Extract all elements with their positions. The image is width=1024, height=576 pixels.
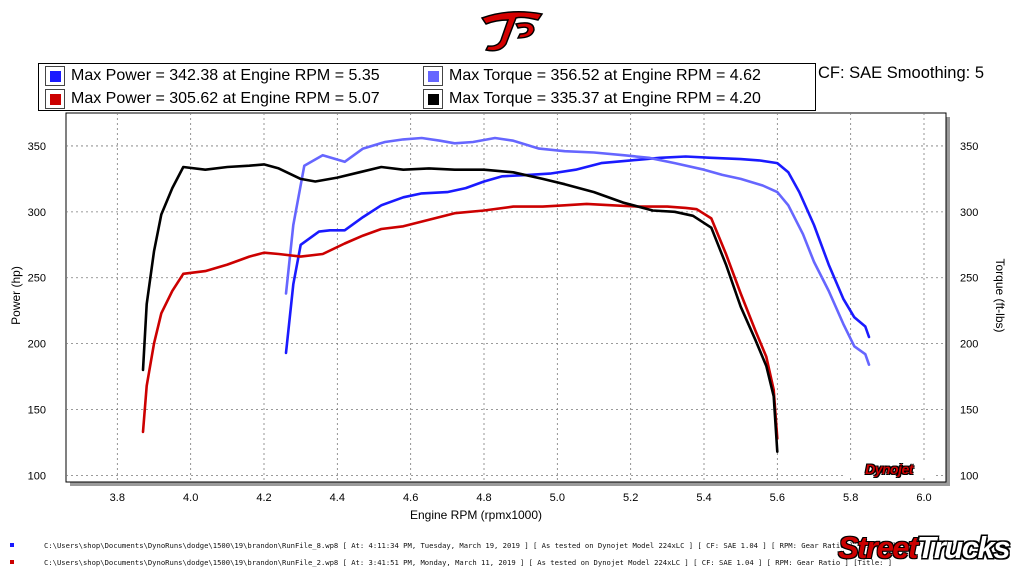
x-tick-label: 4.8 — [476, 492, 491, 504]
legend-swatch — [423, 66, 443, 86]
x-tick-label: 4.4 — [330, 492, 345, 504]
y-axis-title-right: Torque (ft-lbs) — [993, 258, 1007, 332]
legend-label: Max Torque = 335.37 at Engine RPM = 4.20 — [449, 90, 761, 107]
correction-factor-text: CF: SAE Smoothing: 5 — [818, 64, 984, 82]
y-tick-label-right: 150 — [960, 405, 978, 417]
y-tick-label-right: 250 — [960, 273, 978, 285]
legend-box: Max Power = 342.38 at Engine RPM = 5.35 … — [38, 63, 816, 111]
x-tick-label: 6.0 — [916, 492, 931, 504]
y-tick-label-left: 100 — [28, 470, 46, 482]
x-tick-label: 4.6 — [403, 492, 418, 504]
x-tick-label: 5.8 — [843, 492, 858, 504]
legend-label: Max Torque = 356.52 at Engine RPM = 4.62 — [449, 67, 761, 84]
y-tick-label-left: 300 — [28, 207, 46, 219]
y-tick-label-left: 350 — [28, 141, 46, 153]
x-axis-title: Engine RPM (rpmx1000) — [410, 508, 542, 522]
legend-item-blue-power: Max Power = 342.38 at Engine RPM = 5.35 — [45, 65, 380, 87]
legend-label: Max Power = 305.62 at Engine RPM = 5.07 — [71, 90, 380, 107]
legend-swatch — [423, 89, 443, 109]
footer-dot-blue — [10, 543, 14, 547]
footer-run-info-2: C:\Users\shop\Documents\DynoRuns\dodge\1… — [44, 558, 893, 567]
legend-item-blue-torque: Max Torque = 356.52 at Engine RPM = 4.62 — [423, 65, 761, 87]
y-tick-label-left: 200 — [28, 339, 46, 351]
series-line-blue-power — [284, 155, 871, 355]
legend-label: Max Power = 342.38 at Engine RPM = 5.35 — [71, 67, 380, 84]
x-tick-label: 4.0 — [183, 492, 198, 504]
y-tick-label-right: 100 — [960, 470, 978, 482]
footer-dot-red — [10, 560, 14, 564]
y-tick-label-right: 350 — [960, 141, 978, 153]
streettrucks-logo: StreetTrucks — [838, 530, 1010, 565]
x-tick-label: 5.2 — [623, 492, 638, 504]
dynojet-logo: Dynojet — [843, 461, 935, 478]
x-tick-label: 5.6 — [770, 492, 785, 504]
legend-item-red-power: Max Power = 305.62 at Engine RPM = 5.07 — [45, 88, 380, 110]
y-tick-label-right: 200 — [960, 339, 978, 351]
series-line-blue-torque — [284, 136, 871, 367]
x-tick-label: 3.8 — [110, 492, 125, 504]
y-tick-label-right: 300 — [960, 207, 978, 219]
jp-logo — [480, 11, 544, 52]
y-axis-title-left: Power (hp) — [9, 266, 23, 325]
x-tick-label: 5.0 — [550, 492, 565, 504]
series-line-red-power — [141, 202, 779, 440]
y-tick-label-left: 150 — [28, 405, 46, 417]
series-line-black-torque — [141, 163, 779, 454]
y-tick-label-left: 250 — [28, 273, 46, 285]
x-tick-label: 5.4 — [696, 492, 711, 504]
plot-area — [65, 112, 947, 483]
footer-run-info-1: C:\Users\shop\Documents\DynoRuns\dodge\1… — [44, 541, 897, 550]
x-tick-label: 4.2 — [256, 492, 271, 504]
legend-swatch — [45, 89, 65, 109]
legend-item-black-torque: Max Torque = 335.37 at Engine RPM = 4.20 — [423, 88, 761, 110]
legend-swatch — [45, 66, 65, 86]
